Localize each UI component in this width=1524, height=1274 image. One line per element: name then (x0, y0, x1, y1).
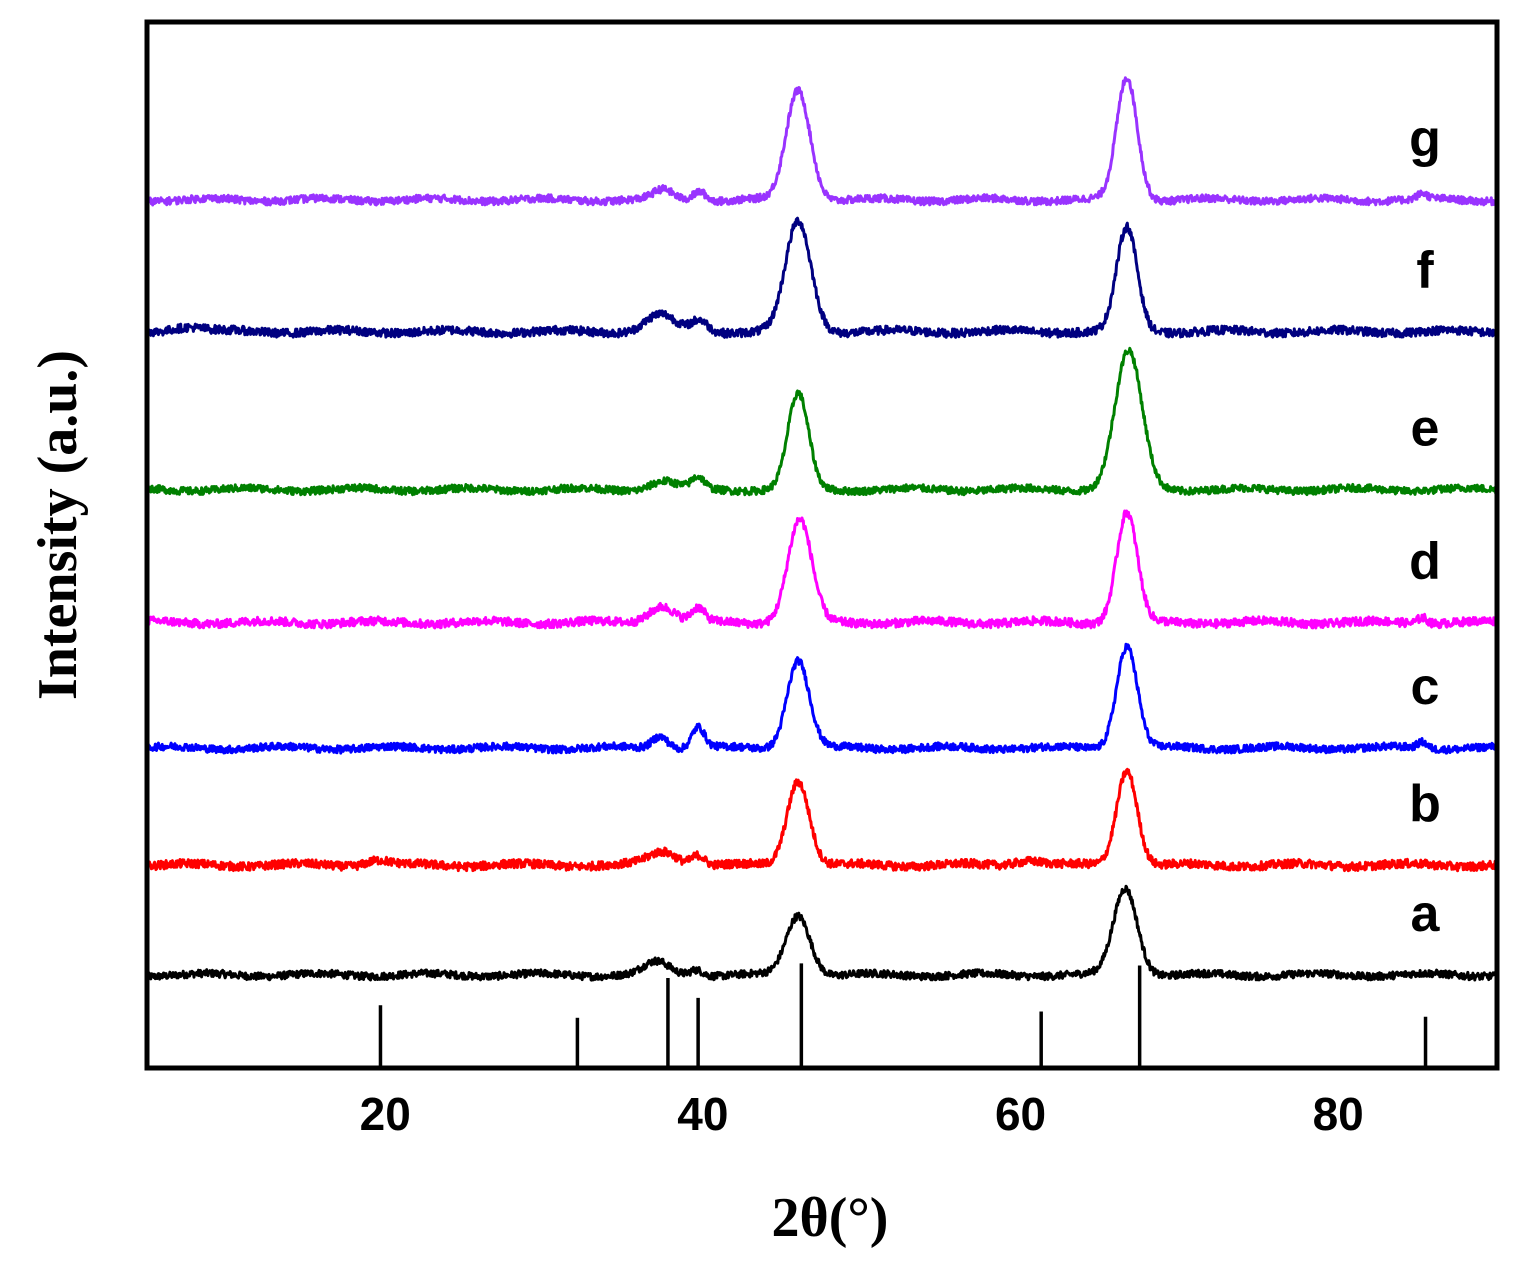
curve-label-b: b (1409, 775, 1441, 833)
reference-sticks (378, 963, 1428, 1068)
x-tick-label: 60 (995, 1088, 1046, 1140)
curve-label-a: a (1411, 885, 1441, 943)
x-tick-label: 20 (360, 1088, 411, 1140)
curve-label-f: f (1416, 242, 1434, 300)
curve-label-e: e (1411, 400, 1440, 458)
x-tick-label: 80 (1313, 1088, 1364, 1140)
x-axis-title: 2θ(°) (772, 1187, 889, 1249)
trace-c (146, 642, 1498, 755)
x-tick-labels: 20 40 60 80 (360, 1088, 1364, 1140)
plot-frame (144, 19, 1500, 1071)
curve-labels: ab c d e f g (1409, 110, 1441, 943)
curve-label-c: c (1411, 658, 1440, 716)
traces (145, 76, 1498, 982)
curve-label-d: d (1409, 532, 1441, 590)
trace-a (145, 884, 1498, 982)
trace-g (145, 76, 1498, 207)
trace-f (145, 216, 1498, 339)
curve-label-g: g (1409, 110, 1441, 168)
trace-e (145, 346, 1498, 497)
trace-b (145, 767, 1498, 873)
trace-d (146, 509, 1498, 630)
x-tick-label: 40 (677, 1088, 728, 1140)
y-axis-title: Intensity (a.u.) (27, 350, 89, 700)
